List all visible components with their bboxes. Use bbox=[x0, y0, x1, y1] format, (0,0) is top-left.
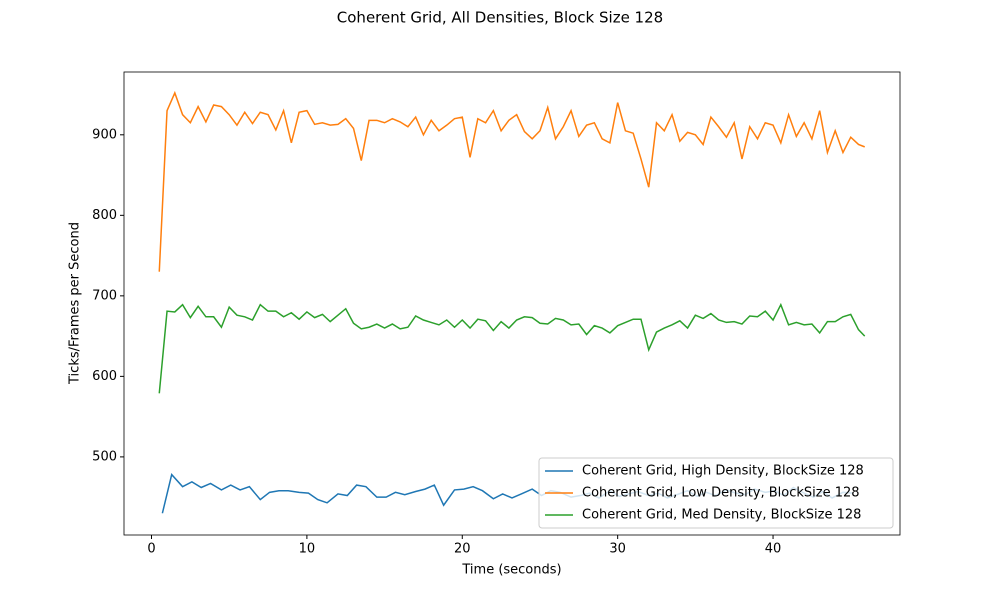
legend-label: Coherent Grid, Low Density, BlockSize 12… bbox=[582, 486, 860, 501]
x-tick-label: 20 bbox=[454, 542, 471, 557]
series-line bbox=[158, 302, 866, 394]
plot-frame bbox=[123, 71, 901, 536]
x-tick-label: 40 bbox=[765, 542, 782, 557]
y-axis-label: Ticks/Frames per Second bbox=[68, 222, 83, 385]
legend-label: Coherent Grid, High Density, BlockSize 1… bbox=[582, 464, 864, 479]
y-tick-label: 600 bbox=[92, 369, 117, 384]
series-line bbox=[158, 90, 865, 272]
legend-box bbox=[538, 457, 894, 529]
y-tick-label: 800 bbox=[92, 208, 117, 223]
x-axis-label: Time (seconds) bbox=[461, 563, 561, 578]
y-tick-label: 700 bbox=[92, 288, 117, 303]
y-tick-label: 500 bbox=[92, 449, 117, 464]
x-tick-label: 30 bbox=[609, 542, 626, 557]
y-tick-label: 900 bbox=[92, 127, 117, 142]
legend-label: Coherent Grid, Med Density, BlockSize 12… bbox=[582, 508, 861, 523]
x-tick-label: 10 bbox=[299, 542, 316, 557]
x-tick-label: 0 bbox=[147, 542, 155, 557]
chart-title: Coherent Grid, All Densities, Block Size… bbox=[337, 9, 663, 27]
